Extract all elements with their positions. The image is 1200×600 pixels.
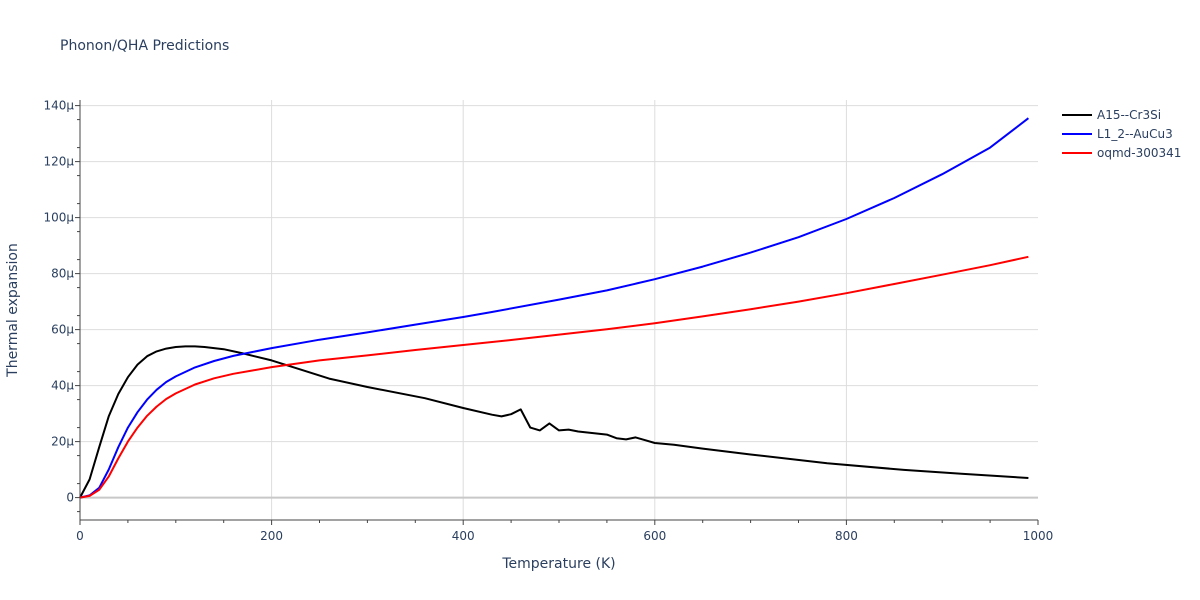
- legend-item[interactable]: oqmd-300341: [1062, 146, 1181, 160]
- y-tick-label: 140µ: [43, 99, 74, 113]
- legend-label: L1_2--AuCu3: [1097, 127, 1173, 141]
- legend-item[interactable]: A15--Cr3Si: [1062, 108, 1161, 122]
- legend-label: A15--Cr3Si: [1097, 108, 1161, 122]
- y-tick-label: 120µ: [43, 155, 74, 169]
- x-tick-label: 400: [452, 529, 475, 543]
- chart-title: Phonon/QHA Predictions: [60, 38, 229, 54]
- grid-lines: [80, 100, 1038, 520]
- x-tick-label: 0: [76, 529, 84, 543]
- legend[interactable]: A15--Cr3Si L1_2--AuCu3 oqmd-300341: [1062, 108, 1181, 160]
- series-line-2: [79, 255, 1029, 499]
- series-line-0: [79, 345, 1029, 499]
- y-tick-label: 60µ: [51, 323, 74, 337]
- legend-item[interactable]: L1_2--AuCu3: [1062, 127, 1173, 141]
- x-tick-label: 1000: [1023, 529, 1054, 543]
- y-tick-label: 20µ: [51, 435, 74, 449]
- x-tick-label: 800: [835, 529, 858, 543]
- y-axis-title: Thermal expansion: [5, 243, 21, 378]
- x-tick-label: 200: [260, 529, 283, 543]
- axes: 0 200 400 600 800 1000 0 20µ 40µ 60µ 80µ 100µ 120µ 14…: [43, 99, 1053, 543]
- series-line-1: [79, 117, 1030, 499]
- y-tick-label: 100µ: [43, 211, 74, 225]
- x-tick-label: 600: [643, 529, 666, 543]
- x-axis-title: Temperature (K): [501, 556, 615, 572]
- legend-label: oqmd-300341: [1097, 146, 1181, 160]
- y-tick-label: 40µ: [51, 379, 74, 393]
- y-tick-label: 80µ: [51, 267, 74, 281]
- y-tick-label: 0: [66, 491, 74, 505]
- series-lines: [79, 117, 1030, 499]
